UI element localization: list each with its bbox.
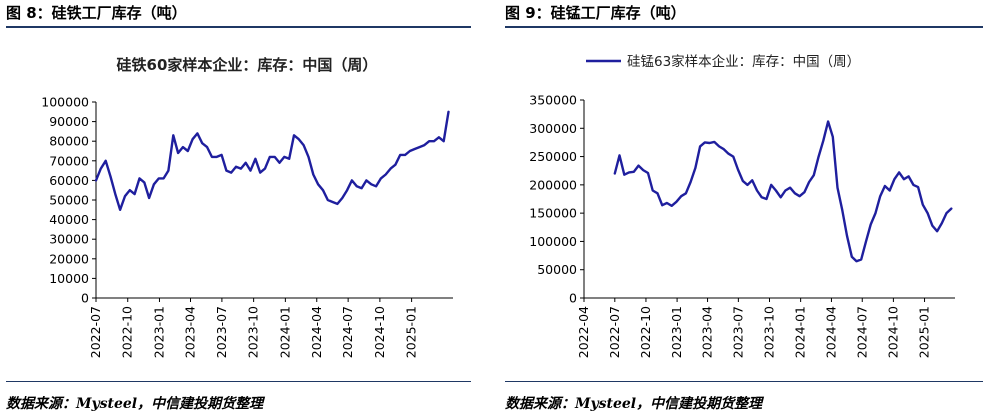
x-tick-label: 2023-01 (669, 306, 684, 358)
legend-label: 硅锰63家样本企业：库存：中国（周） (627, 53, 860, 70)
x-tick-label: 2022-10 (638, 306, 653, 358)
y-tick-label: 100000 (41, 95, 89, 110)
figure-9-top-rule (505, 26, 983, 28)
x-tick-label: 2024-10 (372, 306, 387, 358)
x-tick-label: 2024-07 (340, 306, 355, 358)
x-tick-label: 2024-01 (277, 306, 292, 358)
y-tick-label: 50000 (537, 262, 577, 277)
x-tick-label: 2023-07 (214, 306, 229, 358)
y-tick-label: 60000 (49, 173, 89, 188)
x-tick-label: 2023-10 (246, 306, 261, 358)
x-tick-label: 2022-10 (120, 306, 135, 358)
y-tick-label: 350000 (529, 93, 577, 108)
x-tick-label: 2022-07 (88, 306, 103, 358)
series-line (94, 110, 450, 212)
x-tick-label: 2024-01 (793, 306, 808, 358)
ferrosilicon-inventory-chart: 硅铁60家样本企业：库存：中国（周） 0 10000 20000 30000 40000… (41, 56, 453, 358)
y-tick-label: 90000 (49, 114, 89, 129)
figure-9-source: 数据来源：Mysteel，中信建投期货整理 (505, 396, 763, 412)
x-tick-label: 2023-01 (151, 306, 166, 358)
series-line (613, 120, 953, 263)
x-tick-label: 2023-04 (700, 306, 715, 358)
figure-9-title: 图 9：硅锰工厂库存（吨） (505, 4, 686, 22)
figure-8-source: 数据来源：Mysteel，中信建投期货整理 (6, 396, 264, 412)
figure-8-title: 图 8：硅铁工厂库存（吨） (6, 4, 187, 22)
x-tick-label: 2024-04 (309, 306, 324, 358)
x-tick-label: 2024-10 (885, 306, 900, 358)
figure-8-top-rule (6, 26, 471, 28)
x-tick-label: 2023-10 (762, 306, 777, 358)
x-tick-label: 2023-04 (183, 306, 198, 358)
y-tick-label: 0 (569, 291, 577, 306)
y-tick-label: 10000 (49, 271, 89, 286)
x-tick-label: 2022-04 (576, 306, 591, 358)
x-tick-label: 2025-01 (917, 306, 932, 358)
y-tick-label: 40000 (49, 212, 89, 227)
y-tick-label: 70000 (49, 153, 89, 168)
y-tick-label: 50000 (49, 193, 89, 208)
y-tick-label: 0 (81, 291, 89, 306)
silicomanganese-inventory-chart: 硅锰63家样本企业：库存：中国（周） 0 50000 100000 150000 200… (529, 53, 955, 358)
y-tick-label: 250000 (529, 149, 577, 164)
x-tick-label: 2024-04 (823, 306, 838, 358)
y-tick-label: 30000 (49, 232, 89, 247)
y-tick-label: 300000 (529, 121, 577, 136)
y-tick-label: 80000 (49, 134, 89, 149)
y-tick-label: 100000 (529, 234, 577, 249)
figure-9-bottom-rule (505, 381, 983, 382)
x-tick-label: 2023-07 (730, 306, 745, 358)
x-tick-label: 2024-07 (854, 306, 869, 358)
x-tick-label: 2022-07 (607, 306, 622, 358)
y-tick-label: 200000 (529, 177, 577, 192)
y-tick-label: 150000 (529, 206, 577, 221)
x-tick-label: 2025-01 (404, 306, 419, 358)
chart-title: 硅铁60家样本企业：库存：中国（周） (117, 56, 378, 74)
figure-8-bottom-rule (6, 381, 471, 382)
y-tick-label: 20000 (49, 251, 89, 266)
